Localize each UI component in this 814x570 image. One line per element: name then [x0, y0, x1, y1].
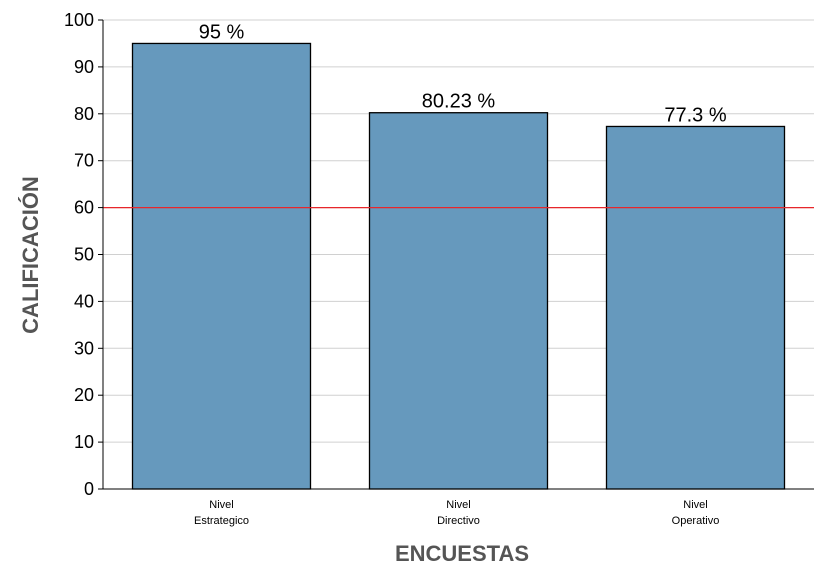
y-tick-label: 20	[74, 385, 94, 405]
y-tick-label: 50	[74, 245, 94, 265]
x-tick-label: Estrategico	[194, 515, 249, 527]
y-tick-label: 90	[74, 57, 94, 77]
y-tick-label: 30	[74, 338, 94, 358]
axes	[98, 19, 814, 490]
bar	[605, 125, 786, 490]
y-tick-labels: 0 10 20 30 40 50 60 70 80 90 100	[64, 10, 94, 499]
x-axis-title: ENCUESTAS	[395, 541, 529, 566]
y-axis-title: CALIFICACIÓN	[18, 176, 43, 334]
x-tick-label: Operativo	[672, 515, 720, 527]
bar	[368, 112, 549, 490]
x-tick-label: Nivel	[683, 499, 707, 511]
data-labels: 95 % 80.23 % 77.3 %	[199, 21, 727, 126]
data-label: 80.23 %	[422, 91, 496, 113]
x-tick-label: Directivo	[437, 515, 480, 527]
y-tick-label: 70	[74, 151, 94, 171]
y-tick-label: 40	[74, 291, 94, 311]
data-label: 95 %	[199, 21, 245, 43]
y-tick-label: 10	[74, 432, 94, 452]
y-tick-label: 100	[64, 10, 94, 30]
y-tick-label: 60	[74, 198, 94, 218]
x-tick-labels: Nivel Estrategico Nivel Directivo Nivel Opera…	[194, 499, 719, 527]
x-tick-label: Nivel	[209, 499, 233, 511]
bar	[131, 42, 312, 490]
data-label: 77.3 %	[664, 104, 726, 126]
y-tick-label: 0	[84, 479, 94, 499]
y-tick-label: 80	[74, 104, 94, 124]
x-tick-label: Nivel	[446, 499, 470, 511]
